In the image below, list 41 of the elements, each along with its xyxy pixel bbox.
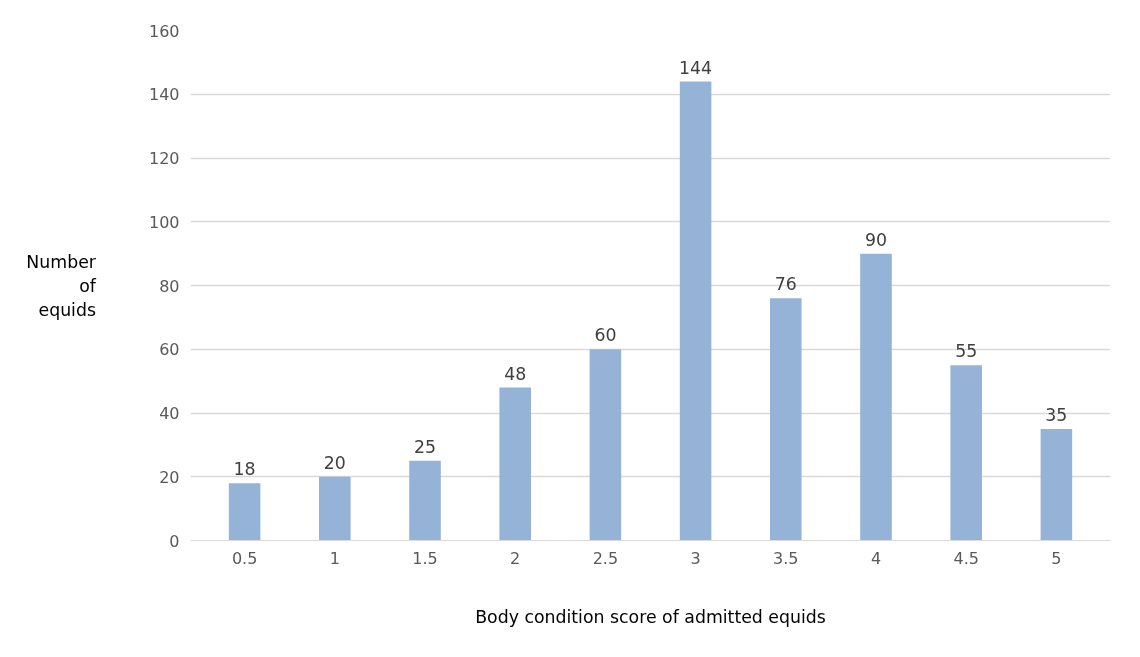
y-tick-label: 20 [159,467,180,487]
data-label: 76 [774,274,797,295]
x-tick-label: 1 [329,548,340,568]
x-tick-label: 3 [690,548,701,568]
bar [228,483,261,541]
data-label: 18 [233,459,256,480]
data-label: 35 [1045,404,1068,425]
bar [1040,428,1073,541]
x-axis-title: Body condition score of admitted equids [475,606,826,627]
x-tick-label: 4.5 [953,548,979,568]
x-tick-label: 2 [510,548,521,568]
data-label: 60 [594,325,617,346]
data-label: 20 [323,452,346,473]
y-tick-label: 0 [169,531,180,551]
bar [770,298,802,541]
data-label: 90 [864,229,888,250]
bar [409,460,441,541]
x-tick-label: 3.5 [773,548,799,568]
x-tick-label: 2.5 [592,548,619,568]
y-tick-label: 100 [148,212,180,232]
y-tick-label: 40 [159,404,180,423]
bar [499,387,531,541]
y-tick-label: 60 [159,340,180,360]
bar [950,365,982,541]
y-tick-label: 160 [148,21,180,41]
data-label: 48 [504,363,527,384]
x-tick-label: 1.5 [412,548,438,568]
bar [319,476,351,541]
y-tick-label: 80 [159,276,180,296]
y-axis-title: Number of equids [26,251,97,320]
x-tick-label: 4 [870,548,882,568]
y-tick-label: 120 [148,149,180,168]
x-tick-label: 5 [1051,548,1062,568]
data-label: 144 [679,57,713,78]
bar [589,349,622,541]
x-tick-label: 0.5 [231,548,258,568]
bar [679,81,712,541]
data-label: 55 [955,341,978,362]
y-tick-label: 140 [148,85,180,105]
bar [860,253,892,541]
data-label: 25 [413,436,437,457]
